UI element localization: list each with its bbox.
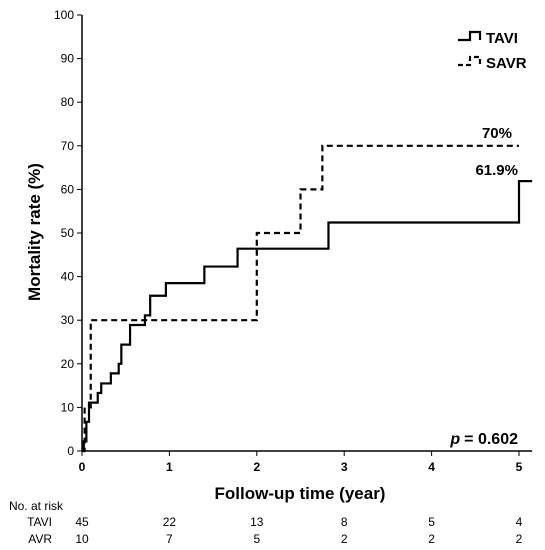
- legend-label-savr: SAVR: [486, 55, 527, 72]
- risk-cell: 2: [341, 532, 348, 546]
- y-tick-label: 30: [61, 313, 75, 327]
- risk-cell: 4: [516, 515, 523, 529]
- y-tick-label: 50: [61, 226, 75, 240]
- y-tick-label: 60: [61, 182, 75, 196]
- risk-cell: 10: [75, 532, 89, 546]
- x-tick-label: 2: [253, 460, 260, 474]
- legend-swatch-savr: [458, 55, 482, 67]
- risk-table-title: No. at risk: [9, 499, 64, 513]
- risk-cell: 45: [75, 515, 89, 529]
- p-value-annotation: p = 0.602: [449, 431, 518, 448]
- risk-row-label: TAVI: [27, 515, 52, 529]
- y-tick-label: 0: [67, 444, 74, 458]
- tavi-curve: [82, 180, 533, 453]
- legend: TAVI SAVR: [458, 30, 527, 72]
- risk-cell: 13: [250, 515, 264, 529]
- risk-row-label: AVR: [28, 532, 52, 546]
- y-axis-ticks: 0 10 20 30 40 50 60 70 80 90 100: [54, 8, 82, 458]
- y-tick-label: 20: [61, 357, 75, 371]
- x-tick-label: 0: [79, 460, 86, 474]
- legend-label-tavi: TAVI: [486, 30, 518, 47]
- series-lines: [82, 144, 533, 453]
- risk-cell: 22: [163, 515, 177, 529]
- y-tick-label: 10: [61, 400, 75, 414]
- y-axis-title: Mortality rate (%): [25, 163, 44, 301]
- y-tick-label: 40: [61, 270, 75, 284]
- savr-curve: [82, 144, 519, 453]
- y-tick-label: 70: [61, 139, 75, 153]
- tavi-end-label: 61.9%: [475, 162, 518, 179]
- p-value: = 0.602: [464, 431, 518, 448]
- x-tick-label: 5: [516, 460, 523, 474]
- savr-end-label: 70%: [482, 125, 512, 142]
- risk-cell: 2: [516, 532, 523, 546]
- risk-cell: 2: [428, 532, 435, 546]
- y-tick-label: 90: [61, 52, 75, 66]
- risk-cell: 8: [341, 515, 348, 529]
- y-tick-label: 80: [61, 95, 75, 109]
- p-label: p: [449, 431, 460, 448]
- x-tick-label: 1: [166, 460, 173, 474]
- legend-swatch-tavi: [458, 30, 482, 42]
- y-tick-label: 100: [54, 8, 74, 22]
- risk-cell: 5: [253, 532, 260, 546]
- risk-cell: 5: [428, 515, 435, 529]
- x-tick-label: 4: [428, 460, 435, 474]
- x-tick-label: 3: [341, 460, 348, 474]
- risk-cell: 7: [166, 532, 173, 546]
- x-axis-ticks: 0 1 2 3 4 5: [79, 451, 523, 474]
- x-axis-title: Follow-up time (year): [215, 484, 386, 503]
- axes: [81, 15, 533, 452]
